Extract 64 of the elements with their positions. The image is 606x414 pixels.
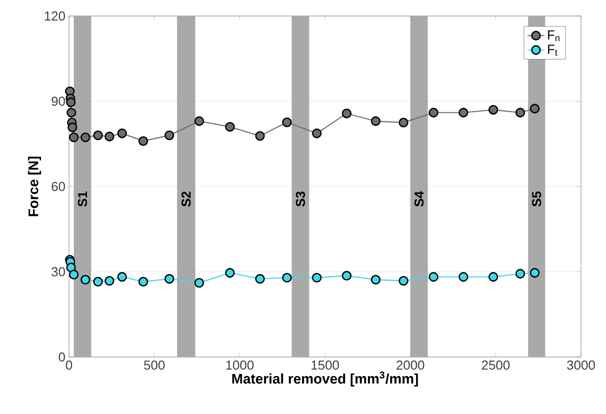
point [80, 132, 90, 142]
y-tick-label: 60 [52, 182, 65, 192]
y-tick-label: 90 [52, 96, 65, 106]
point [164, 274, 174, 284]
x-tick-label: 1000 [226, 360, 254, 370]
point [370, 274, 381, 285]
point [488, 104, 498, 115]
point [66, 108, 76, 118]
band-label: S1 [78, 191, 88, 207]
point [312, 128, 322, 138]
x-tick-label: 1500 [312, 360, 339, 370]
point [398, 276, 408, 286]
point [530, 268, 540, 278]
point [255, 274, 265, 284]
x-axis-title: Material removed [mm$^{3}$/mm] [232, 372, 418, 386]
point [138, 136, 148, 146]
point [515, 108, 526, 118]
point [68, 270, 79, 280]
point [80, 274, 90, 285]
point [282, 117, 292, 128]
band-label: S3 [296, 192, 306, 207]
x-tick-label: 2000 [396, 360, 424, 370]
point [93, 276, 103, 287]
y-tick-label: 120 [44, 11, 65, 21]
point [104, 132, 114, 142]
point [428, 272, 438, 282]
point [117, 272, 127, 282]
point [225, 268, 235, 278]
y-tick-label: 30 [52, 267, 65, 276]
point [164, 130, 174, 140]
point [458, 108, 468, 118]
point [312, 272, 322, 283]
point [488, 272, 498, 282]
point [117, 128, 127, 138]
band-label: S5 [532, 191, 542, 207]
legend-label: F$_{n}$ [548, 30, 560, 42]
point [342, 270, 352, 281]
point [255, 131, 265, 141]
x-tick-label: 2500 [482, 360, 510, 370]
x-tick-label: 500 [144, 360, 165, 370]
point [138, 276, 148, 287]
point [194, 278, 204, 288]
x-tick-label: 3000 [567, 360, 595, 370]
point [225, 122, 235, 132]
point [342, 108, 352, 118]
point [66, 98, 76, 108]
band-label: S4 [414, 191, 424, 207]
point [68, 132, 79, 142]
x-tick-label: 0 [66, 360, 72, 370]
point [515, 268, 526, 279]
point [282, 272, 292, 283]
point [68, 122, 78, 132]
y-axis-title: Force [N] [28, 156, 42, 216]
point [428, 108, 438, 118]
legend-label: F$_{t}$ [548, 44, 558, 56]
band-label: S2 [182, 192, 191, 207]
y-tick-label: 0 [58, 352, 65, 362]
point [458, 272, 468, 282]
point [93, 130, 103, 140]
point [370, 116, 381, 126]
point [398, 118, 408, 128]
point [530, 104, 540, 114]
point [104, 276, 114, 286]
point [194, 116, 204, 126]
